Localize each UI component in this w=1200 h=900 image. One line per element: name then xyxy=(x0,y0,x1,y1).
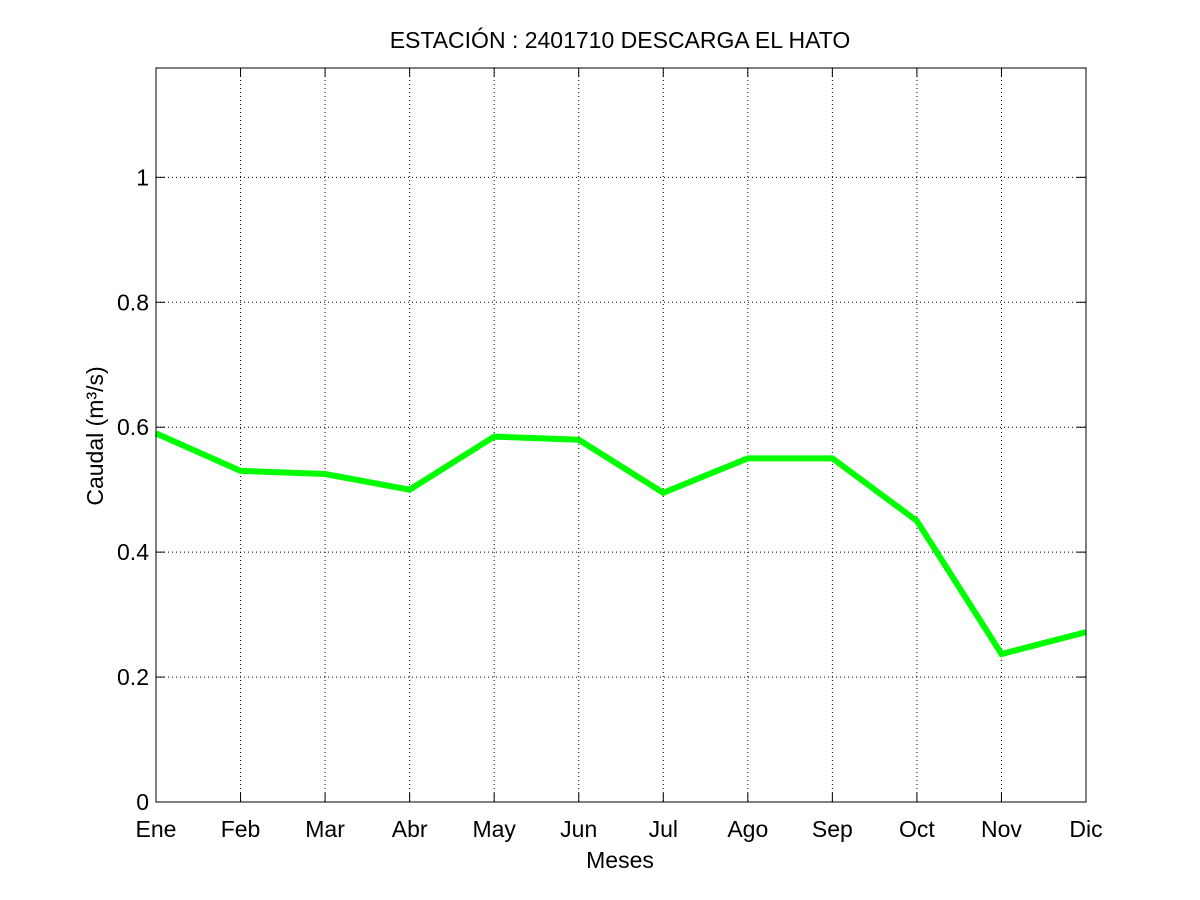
y-tick-label: 0.2 xyxy=(117,664,149,690)
x-tick-label: Dic xyxy=(1069,816,1102,842)
y-axis-label: Caudal (m³/s) xyxy=(82,366,108,505)
x-axis-label: Meses xyxy=(586,847,654,873)
x-tick-label: Feb xyxy=(221,816,261,842)
x-tick-labels: Ene Feb Mar Abr May Jun Jul Ago Sep Oct Nov Dic xyxy=(136,816,1103,842)
series-line xyxy=(154,430,1087,658)
series-layer xyxy=(154,430,1087,658)
x-tick-label: May xyxy=(472,816,516,842)
x-tick-label: Ene xyxy=(136,816,177,842)
x-tick-label: Sep xyxy=(812,816,853,842)
plot-frame xyxy=(155,67,1087,803)
x-tick-label: Mar xyxy=(305,816,345,842)
y-tick-label: 0.6 xyxy=(117,414,149,440)
y-tick-labels: 0 0.2 0.4 0.6 0.8 1 xyxy=(117,164,149,815)
x-tick-label: Nov xyxy=(981,816,1022,842)
x-tick-label: Jul xyxy=(649,816,678,842)
y-tick-label: 1 xyxy=(136,164,149,190)
x-tick-label: Oct xyxy=(899,816,935,842)
y-tick-label: 0.8 xyxy=(117,289,149,315)
axis-ticks xyxy=(155,68,1087,803)
y-tick-label: 0 xyxy=(136,789,149,815)
grid-lines xyxy=(156,68,1086,802)
x-tick-label: Jun xyxy=(560,816,597,842)
x-tick-label: Ago xyxy=(727,816,768,842)
chart-title: ESTACIÓN : 2401710 DESCARGA EL HATO xyxy=(390,27,851,53)
x-tick-label: Abr xyxy=(392,816,428,842)
y-tick-label: 0.4 xyxy=(117,539,149,565)
